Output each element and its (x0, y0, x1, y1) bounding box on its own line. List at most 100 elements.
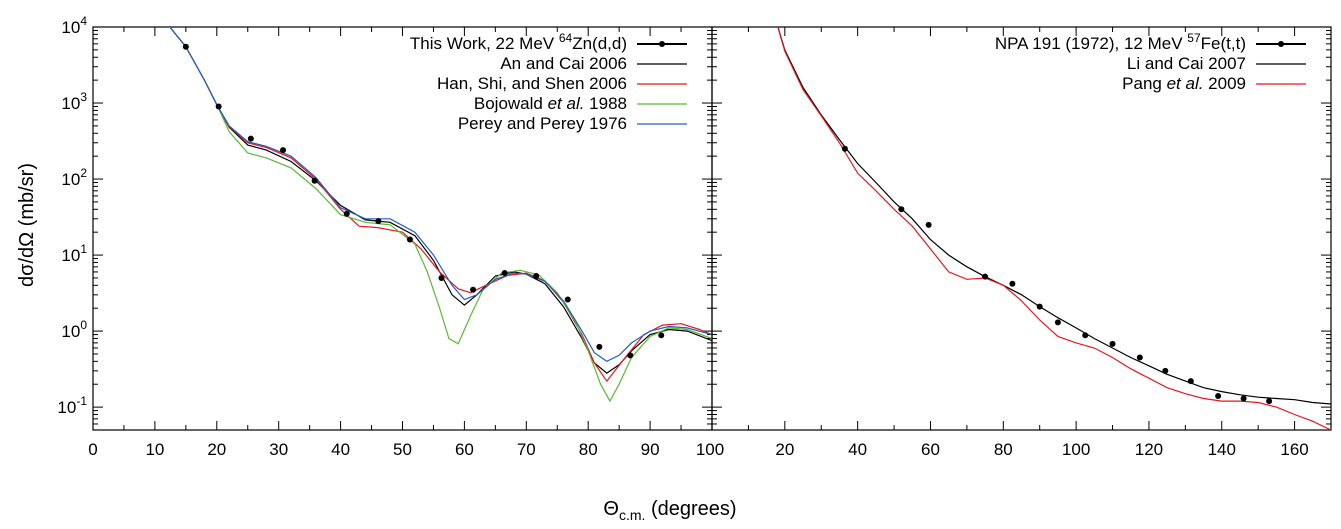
x-tick-label: 120 (1135, 440, 1163, 459)
data-point (841, 145, 848, 152)
legend-label-italic: et al. (548, 94, 585, 113)
data-point (627, 352, 634, 359)
legend-label: Bojowald et al. 1988 (474, 94, 627, 113)
y-tick-base: 10 (61, 18, 80, 37)
x-tick-label: 20 (207, 440, 226, 459)
legend-label-text: This Work, 22 MeV (410, 34, 559, 53)
series-line (777, 27, 1331, 405)
y-tick-label: 10-1 (57, 394, 87, 417)
plot-layer: 0 10 20 30 40 50 60 70 80 90 10010-110010110210310… (57, 14, 1332, 459)
data-point (470, 286, 477, 293)
x-axis-title-subscript: c.m. (619, 507, 645, 523)
legend-label-text: Han, Shi, and Shen 2006 (437, 74, 627, 93)
data-point (1136, 354, 1143, 361)
legend-label: An and Cai 2006 (500, 54, 627, 73)
legend-label-text: Bojowald (474, 94, 548, 113)
data-point (1054, 319, 1061, 326)
x-tick-label: 60 (921, 440, 940, 459)
legend-label-superscript: 57 (1187, 31, 1201, 45)
data-point (1009, 280, 1016, 287)
data-point (280, 147, 287, 154)
series-group-left (169, 27, 712, 403)
x-tick-label: 40 (331, 440, 350, 459)
x-tick-label: 100 (1062, 440, 1090, 459)
data-point (533, 273, 540, 280)
legend-label-text: Pang (1122, 74, 1166, 93)
data-point (311, 177, 318, 184)
x-tick-label: 40 (848, 440, 867, 459)
series-group-right (777, 27, 1331, 430)
y-tick-base: 10 (61, 170, 80, 189)
legend-label: NPA 191 (1972), 12 MeV 57Fe(t,t) (995, 31, 1246, 53)
data-point (438, 274, 445, 281)
series-line (169, 27, 712, 383)
y-tick-exponent: 4 (80, 14, 87, 28)
legend-label-text: Perey and Perey 1976 (458, 114, 627, 133)
plot-frame-right (711, 26, 1332, 431)
data-point (343, 210, 350, 217)
x-tick-label: 70 (517, 440, 536, 459)
legend-marker (1278, 41, 1284, 47)
data-point (1187, 378, 1194, 385)
x-tick-label: 30 (269, 440, 288, 459)
y-tick-base: 10 (61, 94, 80, 113)
y-tick-exponent: 1 (80, 242, 87, 256)
legend-label: Han, Shi, and Shen 2006 (437, 74, 627, 93)
data-point (1266, 398, 1273, 405)
x-tick-label: 160 (1280, 440, 1308, 459)
legend-label-text: NPA 191 (1972), 12 MeV (995, 34, 1187, 53)
y-tick-exponent: 2 (80, 166, 87, 180)
data-point (182, 43, 189, 50)
x-axis-title: Θc.m. (degrees) (603, 498, 736, 523)
data-point (247, 135, 254, 142)
legend-label-text: Fe(t,t) (1201, 34, 1246, 53)
data-point (501, 270, 508, 277)
x-tick-label: 50 (393, 440, 412, 459)
data-point (658, 332, 665, 339)
data-point (1109, 340, 1116, 347)
x-tick-label: 0 (88, 440, 97, 459)
data-point (406, 236, 413, 243)
x-tick-label: 60 (455, 440, 474, 459)
legend-label: Li and Cai 2007 (1127, 54, 1246, 73)
y-axis-title: dσ/dΩ (mb/sr) (16, 163, 38, 287)
legend-label: Perey and Perey 1976 (458, 114, 627, 133)
x-tick-label: 20 (775, 440, 794, 459)
y-tick-exponent: 3 (80, 90, 87, 104)
legend-label-text: An and Cai 2006 (500, 54, 627, 73)
legend-label-text: Zn(d,d) (572, 34, 627, 53)
data-point (1036, 303, 1043, 310)
data-point (564, 296, 571, 303)
data-point (898, 206, 905, 213)
x-tick-label: 80 (579, 440, 598, 459)
x-tick-label: 100 (696, 440, 724, 459)
x-axis-title-units: (degrees) (645, 498, 736, 520)
panel-left: 0 10 20 30 40 50 60 70 80 90 10010-110010110210310… (57, 14, 724, 459)
y-tick-label: 103 (61, 90, 87, 113)
data-point (375, 218, 382, 225)
legend-label: Pang et al. 2009 (1122, 74, 1246, 93)
panel-right: 20 40 60 80 100 120 140 160 NPA 191 (1972), 12 M… (711, 26, 1332, 459)
y-tick-label: 102 (61, 166, 87, 189)
legend-label-text: 2009 (1203, 74, 1246, 93)
data-point (1082, 332, 1089, 339)
x-tick-label: 90 (641, 440, 660, 459)
legend-label: This Work, 22 MeV 64Zn(d,d) (410, 31, 627, 53)
y-tick-label: 100 (61, 318, 87, 341)
data-point (982, 273, 989, 280)
legend-marker (659, 41, 665, 47)
x-tick-label: 10 (145, 440, 164, 459)
x-axis-title-theta: Θ (603, 498, 619, 520)
legend-label-text: Li and Cai 2007 (1127, 54, 1246, 73)
series-line (777, 27, 1331, 430)
series-line (169, 27, 712, 362)
y-tick-base: 10 (61, 322, 80, 341)
y-tick-exponent: -1 (76, 394, 87, 408)
legend-label-superscript: 64 (559, 31, 573, 45)
y-tick-label: 101 (61, 242, 87, 265)
data-point (1215, 393, 1222, 400)
data-point (215, 103, 222, 110)
data-point (1240, 395, 1247, 402)
y-tick-label: 104 (61, 14, 87, 37)
